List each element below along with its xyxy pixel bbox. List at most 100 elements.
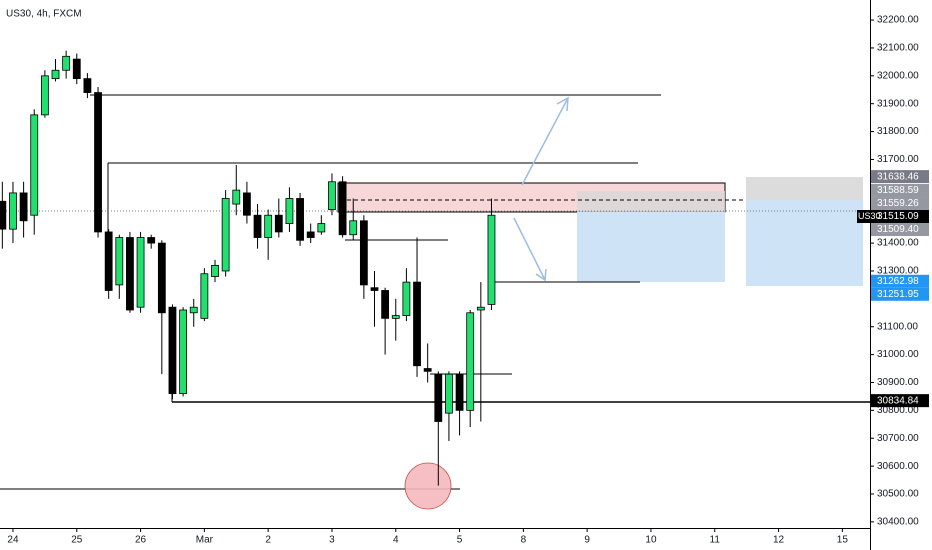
- x-tick-label: 4: [393, 535, 399, 546]
- candle-body: [328, 181, 336, 211]
- y-tick-label: 30400.00: [877, 517, 919, 528]
- candle-body: [189, 306, 198, 314]
- y-tick-label: 31800.00: [877, 126, 919, 137]
- candle-body: [211, 264, 219, 277]
- x-tick-label: 24: [7, 535, 19, 546]
- candle-body: [115, 237, 124, 286]
- x-tick-label: 10: [645, 535, 657, 546]
- candle-body: [466, 312, 475, 411]
- candle-body: [157, 242, 166, 314]
- candle-body: [264, 214, 273, 238]
- price-badge-label: 31638.46: [877, 171, 919, 182]
- y-tick-label: 30500.00: [877, 489, 919, 500]
- candle-body: [253, 214, 262, 238]
- target-zone: [577, 212, 725, 282]
- arrow: [521, 96, 569, 186]
- y-tick-label: 31000.00: [877, 349, 919, 360]
- price-badge-label: 30834.84: [877, 395, 919, 406]
- y-tick-label: 30700.00: [877, 433, 919, 444]
- candle-body: [381, 290, 390, 319]
- candle-body: [126, 237, 134, 311]
- candle-body: [445, 373, 453, 414]
- x-tick-label: 12: [773, 535, 785, 546]
- candle-body: [455, 373, 464, 411]
- x-tick-label: 26: [135, 535, 147, 546]
- y-tick-label: 31900.00: [877, 98, 919, 109]
- candle-body: [40, 75, 49, 116]
- candle-body: [413, 281, 421, 367]
- candle-body: [296, 198, 304, 241]
- y-tick-label: 30800.00: [877, 405, 919, 416]
- candles: [0, 50, 496, 486]
- x-tick-label: 2: [265, 535, 271, 546]
- x-tick-label: Mar: [196, 535, 214, 546]
- candle-body: [179, 309, 188, 395]
- symbol-badge: [857, 210, 871, 224]
- y-tick-label: 30600.00: [877, 461, 919, 472]
- candle-body: [221, 198, 230, 272]
- candle-body: [423, 368, 432, 372]
- x-tick-label: 9: [584, 535, 590, 546]
- arrow: [513, 217, 547, 282]
- candle-body: [317, 223, 326, 233]
- x-tick-label: 11: [710, 535, 721, 546]
- candle-body: [147, 237, 156, 244]
- candle-body: [62, 55, 71, 71]
- candle-body: [476, 306, 485, 311]
- y-tick-label: 32200.00: [877, 15, 919, 26]
- x-tick-label: 25: [71, 535, 83, 546]
- symbol-badge-label: US30: [858, 211, 881, 221]
- candle-body: [72, 58, 81, 80]
- candle-body: [306, 231, 315, 238]
- price-badge-label: 31515.09: [877, 211, 919, 222]
- candle-body: [243, 192, 251, 216]
- target-zone: [746, 200, 863, 286]
- candle-body: [370, 287, 379, 291]
- y-tick-label: 31400.00: [877, 238, 919, 249]
- candle-body: [402, 281, 411, 316]
- price-badge-label: 31251.95: [877, 289, 919, 300]
- drawings: [0, 94, 870, 510]
- price-badge: [871, 184, 929, 198]
- y-tick-label: 31700.00: [877, 154, 919, 165]
- price-badge: [871, 170, 929, 184]
- x-tick-label: 5: [457, 535, 463, 546]
- highlight-circle: [404, 462, 452, 510]
- stop-zone: [746, 177, 863, 200]
- y-tick-label: 32000.00: [877, 70, 919, 81]
- price-badge-label: 31262.98: [877, 276, 919, 287]
- candle-body: [232, 189, 241, 205]
- price-badge: [871, 394, 929, 408]
- price-badge-label: 31588.59: [877, 185, 919, 196]
- y-tick-label: 32100.00: [877, 43, 919, 54]
- candle-body: [30, 114, 39, 216]
- price-badge: [871, 223, 929, 237]
- chart-title: US30, 4h, FXCM: [6, 9, 82, 20]
- candle-body: [83, 78, 92, 93]
- candle-body: [359, 220, 368, 286]
- axes: 32200.00 32100.00 32000.00 31900.00 31800.00…: [7, 15, 929, 546]
- price-badge: [871, 287, 929, 301]
- candle-body: [285, 198, 294, 224]
- x-tick-label: 3: [329, 535, 335, 546]
- candle-body: [338, 181, 347, 236]
- candle-body: [104, 231, 113, 291]
- candle-body: [51, 69, 60, 80]
- price-badge-label: 31509.40: [877, 224, 919, 235]
- candle-body: [434, 373, 443, 422]
- x-tick-label: 8: [521, 535, 527, 546]
- x-tick-label: 15: [837, 535, 849, 546]
- candle-body: [0, 200, 7, 230]
- candle-body: [487, 214, 496, 305]
- y-tick-label: 31300.00: [877, 266, 919, 277]
- candle-body: [19, 192, 28, 222]
- y-tick-label: 30900.00: [877, 377, 919, 388]
- price-badge: [871, 210, 929, 224]
- candle-body: [391, 315, 400, 319]
- y-tick-label: 31100.00: [877, 321, 918, 332]
- stop-zone: [577, 191, 725, 212]
- candle-body: [349, 220, 358, 236]
- price-badge: [871, 274, 929, 288]
- candle-body: [200, 273, 209, 319]
